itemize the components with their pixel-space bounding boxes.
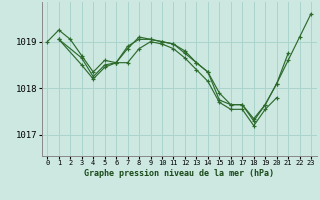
X-axis label: Graphe pression niveau de la mer (hPa): Graphe pression niveau de la mer (hPa)	[84, 169, 274, 178]
